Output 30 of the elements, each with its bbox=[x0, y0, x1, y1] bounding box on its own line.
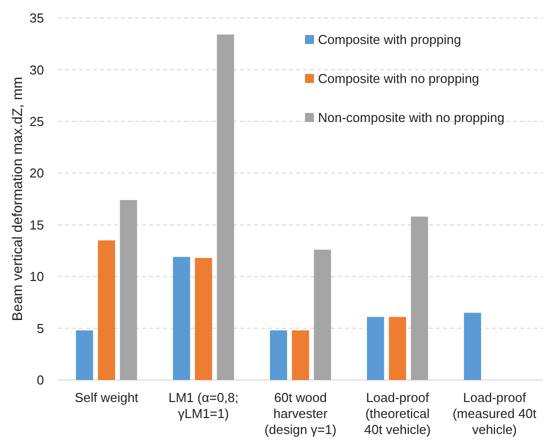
y-tick-label: 15 bbox=[30, 217, 44, 232]
x-tick-label: Load-proof (theoretical 40t vehicle) bbox=[364, 390, 431, 437]
y-tick-label: 0 bbox=[36, 372, 44, 388]
x-tick-label: Load-proof (measured 40t vehicle) bbox=[452, 390, 537, 437]
bar bbox=[388, 316, 406, 380]
bar bbox=[314, 250, 332, 380]
x-tick-label: Self weight bbox=[74, 390, 139, 405]
bar bbox=[194, 258, 212, 380]
y-tick-label: 5 bbox=[36, 320, 44, 336]
bar bbox=[172, 256, 190, 380]
bar bbox=[98, 240, 116, 380]
x-tick-label: LM1 (α=0,8; γLM1=1) bbox=[168, 390, 239, 421]
legend-label: Composite with no propping bbox=[318, 71, 480, 86]
y-tick-label: 35 bbox=[30, 10, 44, 26]
y-tick-label: 30 bbox=[30, 62, 44, 78]
x-tick-label: 60t wood harvester (design γ=1) bbox=[264, 390, 336, 437]
y-tick-label: 20 bbox=[30, 166, 44, 181]
legend-label: Non-composite with no propping bbox=[318, 110, 504, 126]
bar bbox=[270, 330, 288, 380]
bar bbox=[120, 200, 138, 380]
bar bbox=[366, 316, 384, 380]
y-axis-title: Beam vertical deformation max.dZ, mm bbox=[9, 76, 25, 322]
bar bbox=[292, 330, 310, 380]
bar bbox=[76, 330, 94, 380]
legend-label: Composite with propping bbox=[318, 32, 462, 48]
y-tick-label: 25 bbox=[30, 114, 44, 129]
bar bbox=[410, 216, 428, 380]
bar bbox=[464, 312, 482, 380]
y-tick-label: 10 bbox=[30, 269, 44, 284]
bar bbox=[216, 34, 234, 380]
